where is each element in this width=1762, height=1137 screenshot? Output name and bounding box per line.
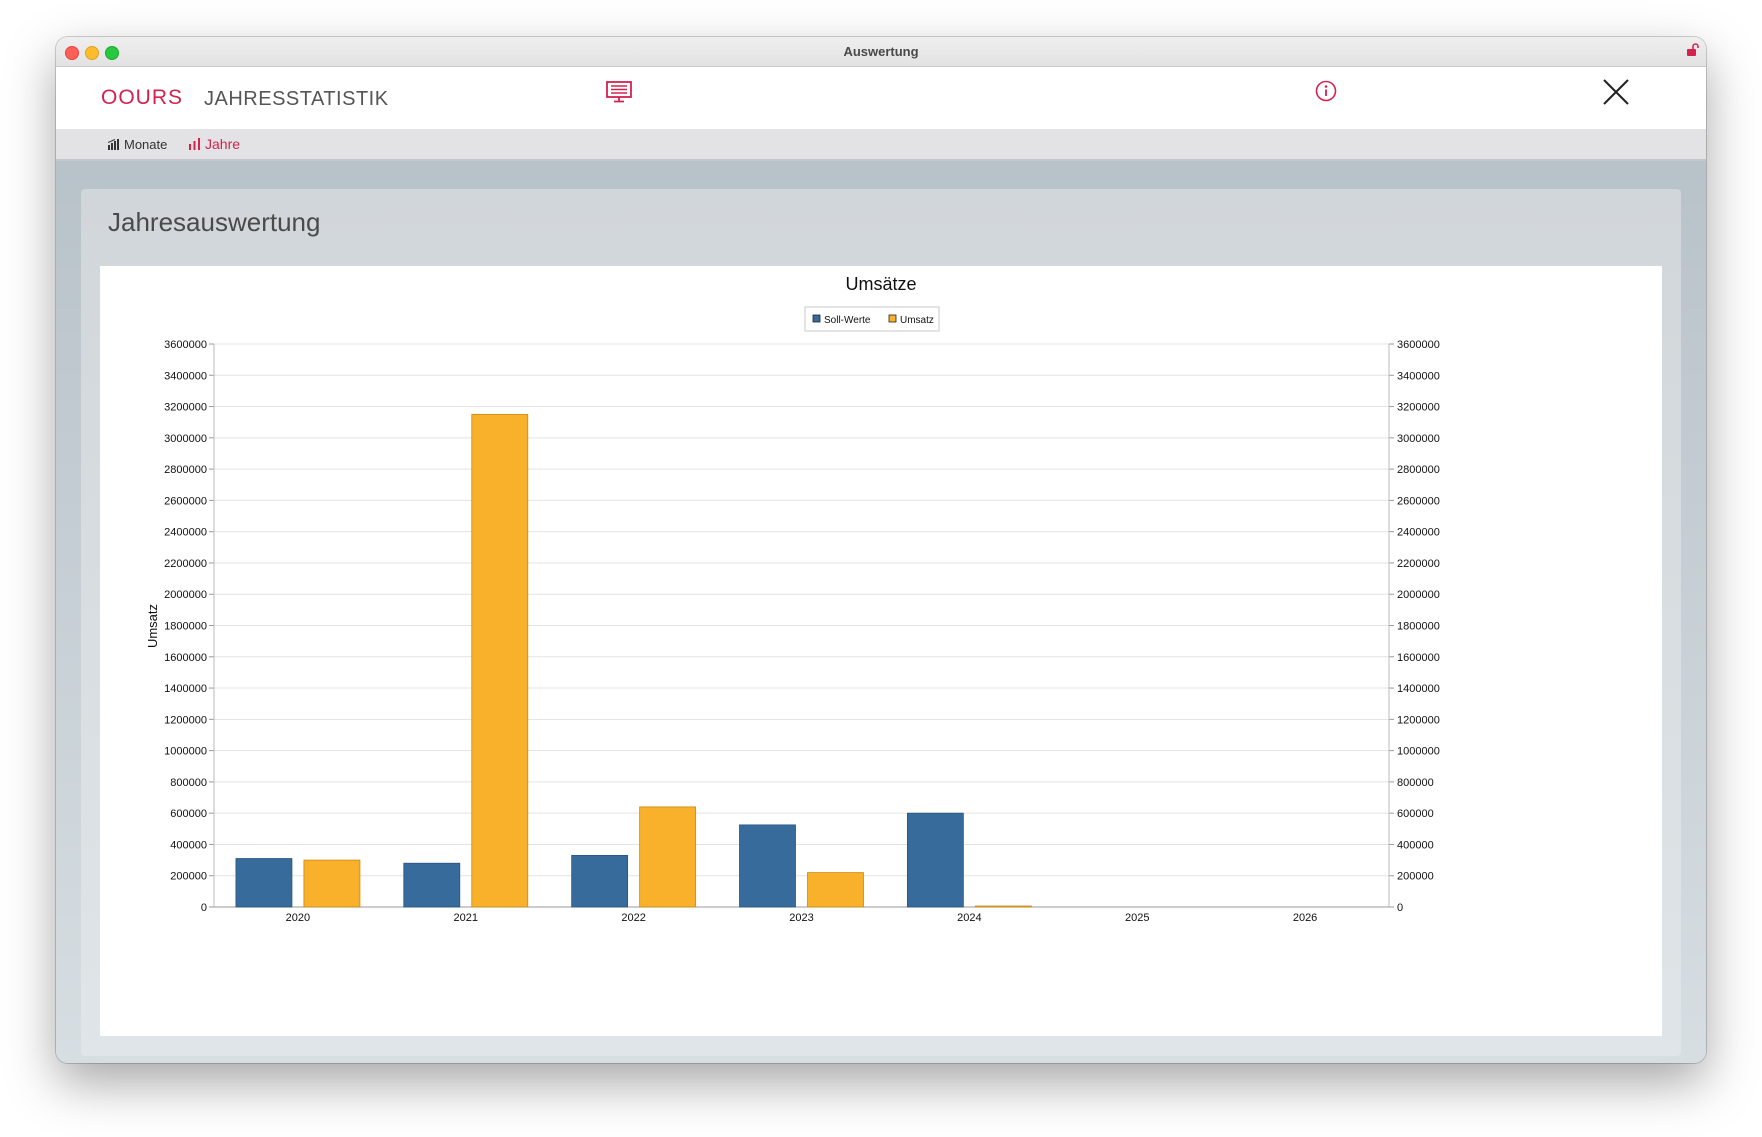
y-tick-label: 1400000	[164, 683, 207, 695]
app-logo: OOURS	[101, 86, 184, 109]
y-axis-label: Umsatz	[145, 604, 160, 648]
app-window: Auswertung OOURS JAHRESSTATISTIK	[56, 37, 1706, 1063]
info-icon[interactable]	[1315, 80, 1337, 102]
y-tick-label: 1600000	[164, 652, 207, 664]
page-title: JAHRESSTATISTIK	[204, 88, 389, 110]
y2-tick-label: 2600000	[1397, 495, 1440, 507]
y-tick-label: 3400000	[164, 370, 207, 382]
bar-umsatz	[974, 905, 1032, 908]
y2-tick-label: 3400000	[1397, 370, 1440, 382]
x-tick-label: 2020	[286, 912, 310, 924]
bar-umsatz	[639, 806, 697, 908]
bar-soll-werte	[403, 862, 461, 908]
panel-title: Jahresauswertung	[108, 207, 321, 237]
y2-tick-label: 2400000	[1397, 527, 1440, 539]
window-title: Auswertung	[843, 44, 919, 59]
bar-umsatz	[303, 859, 361, 908]
bar-soll-werte	[906, 812, 964, 908]
y-tick-label: 3000000	[164, 433, 207, 445]
y-tick-label: 1000000	[164, 746, 207, 758]
y2-tick-label: 600000	[1397, 808, 1434, 820]
y-tick-label: 2600000	[164, 495, 207, 507]
y-tick-label: 400000	[170, 839, 207, 851]
y-tick-label: 3200000	[164, 402, 207, 414]
signal-bars-icon	[108, 139, 119, 150]
legend-label-umsatz: Umsatz	[900, 315, 934, 326]
content-area: Jahresauswertung Umsätze Soll-Werte Umsa…	[56, 161, 1706, 1063]
chart-legend: Soll-Werte Umsatz	[804, 306, 940, 332]
title-bar: Auswertung	[56, 37, 1706, 67]
y-tick-label: 200000	[170, 871, 207, 883]
y2-tick-label: 0	[1397, 902, 1403, 914]
y-tick-label: 800000	[170, 777, 207, 789]
y2-tick-label: 3600000	[1397, 339, 1440, 351]
y2-tick-label: 1200000	[1397, 714, 1440, 726]
nav-item-jahre-label: Jahre	[205, 136, 241, 152]
zoom-window-button[interactable]	[105, 46, 119, 60]
y2-tick-label: 1800000	[1397, 621, 1440, 633]
y2-tick-label: 200000	[1397, 871, 1434, 883]
x-tick-label: 2025	[1125, 912, 1149, 924]
nav-item-monate-label: Monate	[124, 137, 168, 152]
y-tick-label: 1800000	[164, 621, 207, 633]
bar-soll-werte	[235, 858, 293, 908]
y-tick-label: 600000	[170, 808, 207, 820]
bar-umsatz	[471, 413, 529, 908]
sub-navigation: Monate Jahre	[56, 129, 1706, 161]
nav-item-monate[interactable]: Monate	[108, 137, 167, 152]
chart-title: Umsätze	[845, 274, 916, 294]
x-tick-label: 2023	[789, 912, 813, 924]
legend-swatch-umsatz	[888, 314, 897, 323]
y-tick-label: 2800000	[164, 464, 207, 476]
y2-tick-label: 1000000	[1397, 746, 1440, 758]
minimize-window-button[interactable]	[85, 46, 99, 60]
chart-container: Umsätze Soll-Werte Umsatz Umsatz 0 0 20000…	[100, 266, 1662, 1036]
y-tick-label: 2400000	[164, 527, 207, 539]
nav-item-jahre[interactable]: Jahre	[189, 136, 240, 152]
bar-chart-icon	[189, 138, 200, 150]
legend-box	[804, 306, 940, 332]
y-tick-label: 0	[201, 902, 207, 914]
x-tick-label: 2024	[957, 912, 981, 924]
y-tick-label: 2200000	[164, 558, 207, 570]
y2-tick-label: 800000	[1397, 777, 1434, 789]
x-tick-label: 2026	[1293, 912, 1317, 924]
y2-tick-label: 2800000	[1397, 464, 1440, 476]
presentation-icon[interactable]	[606, 81, 632, 103]
y2-tick-label: 400000	[1397, 839, 1434, 851]
x-tick-label: 2022	[621, 912, 645, 924]
x-tick-label: 2021	[454, 912, 478, 924]
report-panel: Jahresauswertung Umsätze Soll-Werte Umsa…	[81, 189, 1681, 1056]
y2-tick-label: 3200000	[1397, 402, 1440, 414]
close-window-button[interactable]	[65, 46, 79, 60]
legend-label-soll: Soll-Werte	[824, 315, 871, 326]
y2-tick-label: 1600000	[1397, 652, 1440, 664]
y2-tick-label: 3000000	[1397, 433, 1440, 445]
y-tick-label: 1200000	[164, 714, 207, 726]
bar-soll-werte	[571, 854, 629, 908]
bar-umsatz	[807, 872, 864, 908]
legend-swatch-soll	[812, 314, 821, 323]
bar-soll-werte	[739, 824, 796, 908]
y-tick-label: 2000000	[164, 589, 207, 601]
unlock-icon[interactable]	[1686, 43, 1700, 57]
y2-tick-label: 2200000	[1397, 558, 1440, 570]
y-tick-label: 3600000	[164, 339, 207, 351]
app-header: OOURS JAHRESSTATISTIK	[56, 67, 1706, 129]
y2-tick-label: 2000000	[1397, 589, 1440, 601]
close-icon[interactable]	[1603, 79, 1629, 105]
revenue-chart: Umsätze Soll-Werte Umsatz Umsatz 0 0 20000…	[145, 274, 1440, 924]
y2-tick-label: 1400000	[1397, 683, 1440, 695]
